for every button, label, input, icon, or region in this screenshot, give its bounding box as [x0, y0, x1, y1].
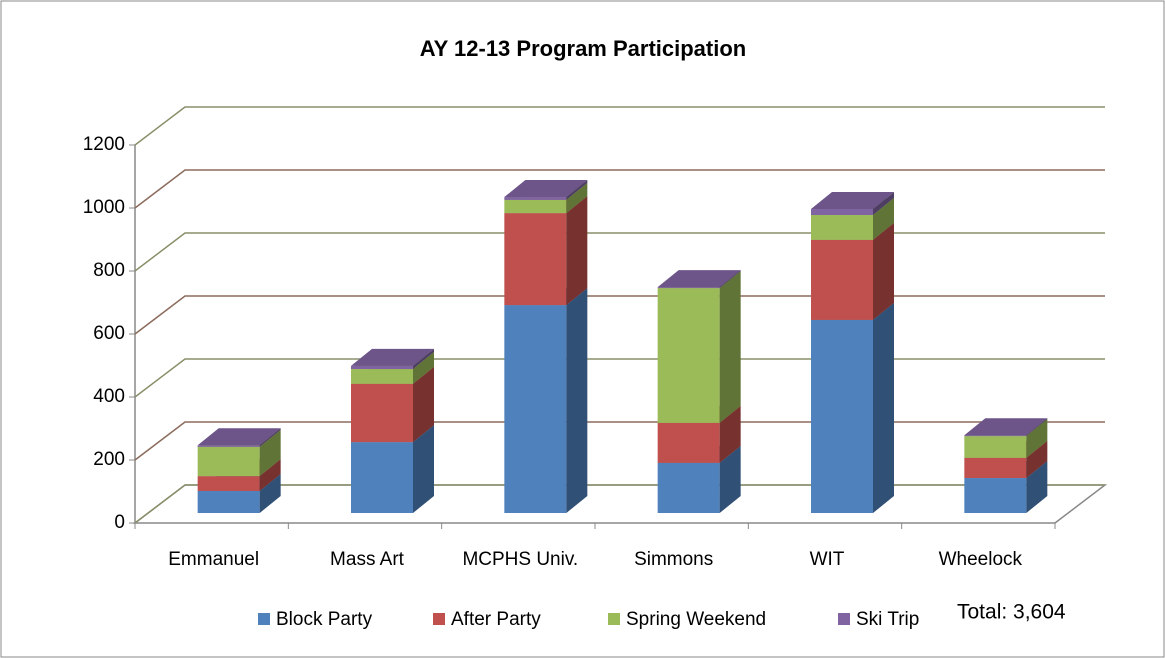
bar-top — [964, 418, 1048, 436]
chart-title: AY 12-13 Program Participation — [420, 36, 746, 61]
bar-side — [413, 425, 434, 513]
bar-side — [566, 182, 588, 214]
bar — [197, 476, 260, 491]
bar-top — [197, 428, 281, 446]
bar — [504, 305, 567, 513]
grid-line — [134, 358, 1105, 398]
legend-label: Ski Trip — [856, 609, 919, 630]
grid-line — [134, 169, 1105, 209]
bar-side — [413, 348, 434, 370]
x-tick-label: Simmons — [634, 549, 713, 570]
bar — [811, 239, 873, 320]
bar — [657, 462, 720, 513]
bar — [964, 436, 1027, 458]
bar — [197, 446, 260, 477]
y-tick-label: 0 — [114, 512, 125, 533]
legend-swatch — [258, 613, 270, 625]
x-tick-label: Mass Art — [330, 549, 405, 570]
bar-side — [719, 270, 741, 289]
grid-line — [134, 421, 1105, 461]
grid-line — [134, 106, 1105, 146]
legend-swatch — [433, 613, 445, 625]
bar — [657, 422, 720, 463]
bar-side — [719, 271, 741, 423]
x-tick-label: MCPHS Univ. — [462, 549, 578, 570]
bar — [657, 288, 720, 423]
x-tick-label: Emmanuel — [168, 549, 259, 570]
bar-side — [566, 288, 588, 513]
bar-top — [351, 348, 434, 366]
bar-side — [413, 366, 434, 443]
bar-side — [259, 428, 281, 447]
bar — [811, 319, 873, 513]
bar-side — [566, 196, 588, 306]
bar-side — [259, 459, 281, 491]
y-tick-label: 600 — [93, 323, 125, 344]
bar — [964, 478, 1027, 513]
x-tick-label: WIT — [810, 549, 845, 570]
annotation: Total: 3,604 — [957, 601, 1066, 624]
legend-swatch — [608, 613, 620, 625]
legend-label: After Party — [451, 609, 541, 630]
y-tick-label: 200 — [93, 449, 125, 470]
bar-side — [719, 405, 741, 463]
bar-side — [873, 198, 894, 240]
x-tick-label: Wheelock — [939, 549, 1023, 570]
legend-swatch — [838, 613, 850, 625]
bar — [351, 365, 413, 370]
bar-top — [811, 192, 894, 210]
bar — [657, 287, 720, 289]
bar — [351, 442, 413, 513]
bar — [197, 490, 260, 513]
bar — [964, 457, 1027, 479]
bar-side — [873, 302, 894, 513]
y-tick-label: 400 — [93, 386, 125, 407]
legend-label: Block Party — [276, 609, 373, 630]
bar-side — [1026, 461, 1048, 513]
bar — [351, 383, 413, 443]
y-tick-label: 1200 — [83, 134, 125, 155]
bar-side — [566, 180, 588, 200]
bar — [811, 215, 873, 240]
bar — [504, 199, 567, 214]
bar — [197, 445, 260, 447]
bar — [351, 369, 413, 384]
grid-line — [134, 232, 1105, 272]
bar-side — [259, 429, 281, 477]
bar-side — [873, 192, 894, 216]
bar-top — [657, 270, 741, 288]
bar — [811, 209, 873, 216]
bar-side — [1026, 418, 1048, 437]
bar-side — [1026, 419, 1048, 458]
grid-line — [134, 484, 1105, 524]
legend-label: Spring Weekend — [626, 609, 766, 630]
bar-side — [259, 473, 281, 513]
bar-side — [1026, 440, 1048, 479]
y-tick-label: 1000 — [83, 197, 125, 218]
bar-side — [873, 222, 894, 320]
bar-top — [504, 180, 588, 198]
bar — [964, 435, 1027, 437]
y-tick-label: 800 — [93, 260, 125, 281]
bar-side — [719, 445, 741, 513]
bar — [504, 197, 567, 200]
grid-line — [134, 295, 1105, 335]
bar-side — [413, 352, 434, 384]
bar — [504, 213, 567, 306]
